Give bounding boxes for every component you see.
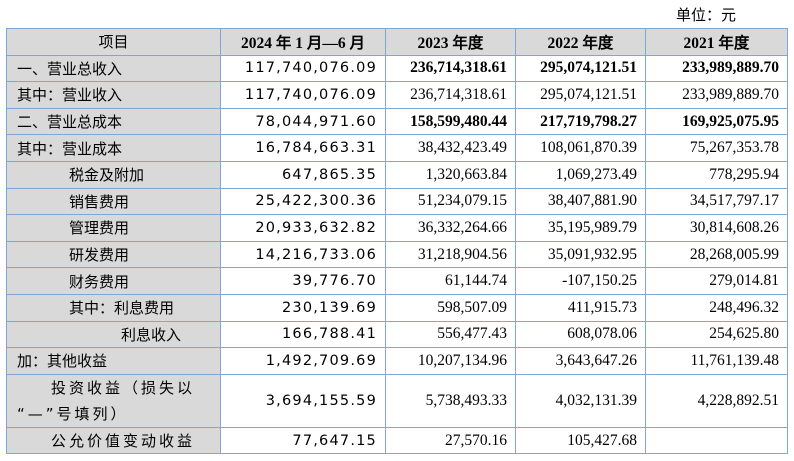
value-cell: 117,740,076.09 [220,54,386,83]
row-label: 财务费用 [6,267,221,295]
value-cell: 236,714,318.61 [385,81,516,109]
value-cell: 778,295.94 [645,160,788,189]
value-cell: 169,925,075.95 [645,107,788,136]
value-cell: 647,865.35 [220,160,386,189]
row-label-line1: 投资收益（损失以 [51,378,196,397]
value-cell: 598,507.09 [385,293,516,322]
value-cell: 51,234,079.15 [385,187,516,216]
row-label: 二、营业总成本 [6,107,221,136]
value-cell: 75,267,353.78 [645,134,788,162]
table-header-row: 项目 2024 年 1 月—6 月 2023 年度 2022 年度 2021 年… [6,28,788,56]
value-cell: -107,150.25 [515,267,646,295]
row-label-line2: “—”号填列） [17,404,129,423]
value-cell: 233,989,889.70 [645,54,788,83]
value-cell: 5,738,493.33 [385,373,516,428]
value-cell: 3,694,155.59 [220,373,386,428]
row-label: 销售费用 [6,187,221,216]
value-cell: 556,477.43 [385,320,516,349]
row-label: 公允价值变动收益 [6,426,221,455]
value-cell: 10,207,134.96 [385,347,516,375]
value-cell: 36,332,264.66 [385,214,516,242]
value-cell: 30,814,608.26 [645,214,788,242]
table-row: 管理费用 20,933,632.82 36,332,264.66 35,195,989… [6,214,788,242]
value-cell: 166,788.41 [220,320,386,349]
value-cell: 4,228,892.51 [645,373,788,428]
value-cell: 38,432,423.49 [385,134,516,162]
header-2022: 2022 年度 [515,28,646,56]
table-row: 税金及附加 647,865.35 1,320,663.84 1,069,273.49 7… [6,160,788,189]
header-2021: 2021 年度 [645,28,788,56]
row-label: 其中：营业成本 [6,134,221,162]
table-row: 一、营业总收入 117,740,076.09 236,714,318.61 295,0… [6,54,788,83]
row-label: 加：其他收益 [6,347,221,375]
row-label: 利息收入 [6,320,221,349]
table-row: 利息收入 166,788.41 556,477.43 608,078.06 254,62… [6,320,788,349]
value-cell: 35,091,932.95 [515,240,646,269]
value-cell: 108,061,870.39 [515,134,646,162]
value-cell: 608,078.06 [515,320,646,349]
value-cell: 248,496.32 [645,293,788,322]
value-cell: 78,044,971.60 [220,107,386,136]
value-cell: 230,139.69 [220,293,386,322]
row-label: 其中：利息费用 [6,293,221,322]
table-row: 其中：营业成本 16,784,663.31 38,432,423.49 108,061… [6,134,788,162]
value-cell: 279,014.81 [645,267,788,295]
row-label: 投资收益（损失以 “—”号填列） [6,373,221,428]
value-cell: 3,643,647.26 [515,347,646,375]
value-cell: 411,915.73 [515,293,646,322]
value-cell: 39,776.70 [220,267,386,295]
header-item: 项目 [6,28,221,56]
row-label: 其中：营业收入 [6,81,221,109]
value-cell: 1,320,663.84 [385,160,516,189]
value-cell: 4,032,131.39 [515,373,646,428]
value-cell: 233,989,889.70 [645,81,788,109]
value-cell: 28,268,005.99 [645,240,788,269]
header-2023: 2023 年度 [385,28,516,56]
value-cell: 1,492,709.69 [220,347,386,375]
value-cell: 34,517,797.17 [645,187,788,216]
value-cell: 61,144.74 [385,267,516,295]
value-cell: 295,074,121.51 [515,54,646,83]
value-cell: 38,407,881.90 [515,187,646,216]
table-row: 二、营业总成本 78,044,971.60 158,599,480.44 217,71… [6,107,788,136]
value-cell: 35,195,989.79 [515,214,646,242]
value-cell: 16,784,663.31 [220,134,386,162]
unit-label: 单位：元 [676,6,737,24]
table-row: 销售费用 25,422,300.36 51,234,079.15 38,407,881… [6,187,788,216]
value-cell: 1,069,273.49 [515,160,646,189]
value-cell: 295,074,121.51 [515,81,646,109]
value-cell: 254,625.80 [645,320,788,349]
value-cell [645,426,788,455]
value-cell: 158,599,480.44 [385,107,516,136]
table-row: 其中：营业收入 117,740,076.09 236,714,318.61 295,0… [6,81,788,109]
table-row: 投资收益（损失以 “—”号填列） 3,694,155.59 5,738,493.33 4… [6,373,788,428]
value-cell: 27,570.16 [385,426,516,455]
table-row: 其中：利息费用 230,139.69 598,507.09 411,915.73 248… [6,293,788,322]
value-cell: 117,740,076.09 [220,81,386,109]
row-label: 管理费用 [6,214,221,242]
value-cell: 20,933,632.82 [220,214,386,242]
table-row: 加：其他收益 1,492,709.69 10,207,134.96 3,643,647… [6,347,788,375]
header-2024h1: 2024 年 1 月—6 月 [220,28,386,56]
value-cell: 25,422,300.36 [220,187,386,216]
row-label: 一、营业总收入 [6,54,221,83]
value-cell: 236,714,318.61 [385,54,516,83]
value-cell: 217,719,798.27 [515,107,646,136]
row-label: 税金及附加 [6,160,221,189]
value-cell: 105,427.68 [515,426,646,455]
table-row: 公允价值变动收益 77,647.15 27,570.16 105,427.68 [6,426,788,455]
income-statement-table: 项目 2024 年 1 月—6 月 2023 年度 2022 年度 2021 年… [6,28,788,455]
table-row: 研发费用 14,216,733.06 31,218,904.56 35,091,932… [6,240,788,269]
value-cell: 77,647.15 [220,426,386,455]
value-cell: 14,216,733.06 [220,240,386,269]
table-row: 财务费用 39,776.70 61,144.74 -107,150.25 279,014… [6,267,788,295]
value-cell: 31,218,904.56 [385,240,516,269]
value-cell: 11,761,139.48 [645,347,788,375]
row-label: 研发费用 [6,240,221,269]
